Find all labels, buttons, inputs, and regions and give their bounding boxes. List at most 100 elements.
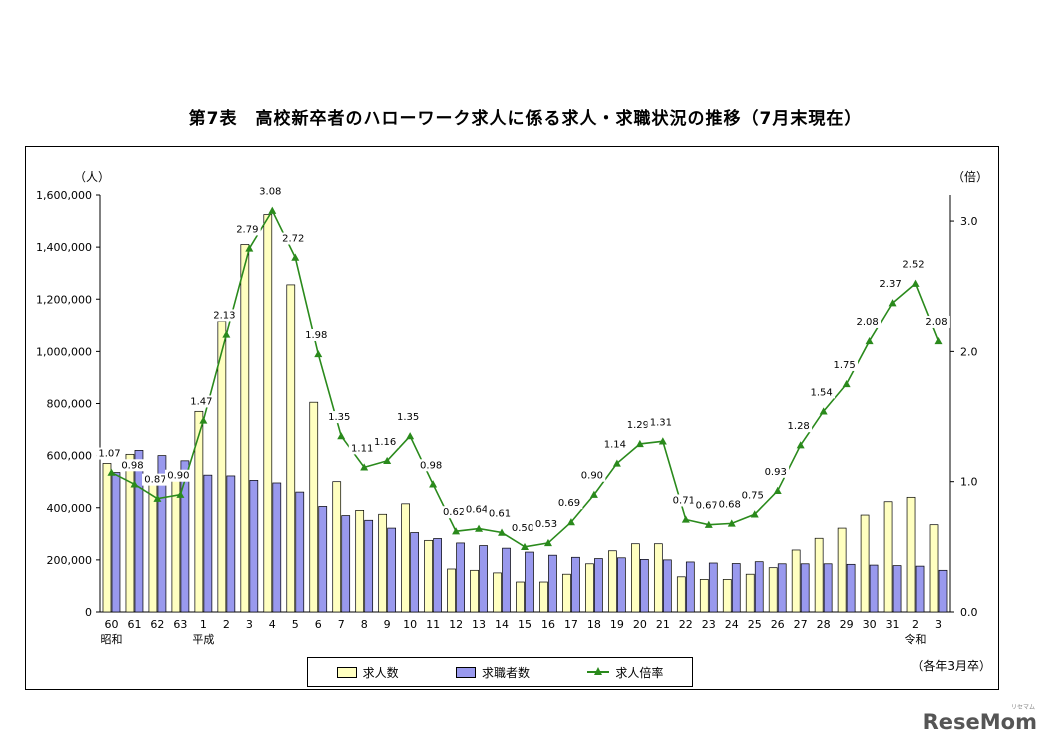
ratio-label-bg — [601, 438, 629, 451]
ratio-data-label: 2.08 — [925, 317, 947, 328]
ratio-label-bg — [716, 498, 744, 511]
x-tick-label: 2 — [223, 618, 230, 631]
x-tick-label: 24 — [725, 618, 739, 631]
ratio-data-label: 0.67 — [696, 501, 718, 512]
x-tick-label: 29 — [840, 618, 854, 631]
ratio-marker — [934, 336, 943, 345]
ratio-data-label: 2.37 — [879, 279, 901, 290]
bar-seekers — [823, 563, 833, 613]
ratio-marker — [911, 279, 920, 287]
x-tick-label: 7 — [338, 618, 345, 631]
ratio-data-label: 0.50 — [512, 523, 534, 534]
bar-offers — [217, 321, 227, 613]
left-tick-label: 1,000,000 — [36, 345, 92, 358]
ratio-marker — [635, 439, 644, 448]
bar-offers — [516, 581, 525, 613]
bar-seekers — [731, 563, 741, 613]
ratio-marker — [452, 527, 461, 535]
bar-seekers — [777, 563, 787, 613]
ratio-marker — [681, 515, 690, 523]
bar-offers — [102, 463, 112, 613]
bar-offers — [791, 549, 801, 613]
x-tick-label: 62 — [150, 618, 164, 631]
bar-offers — [768, 567, 778, 613]
ratio-data-label: 0.53 — [535, 519, 557, 530]
bar-seekers — [617, 557, 626, 613]
right-tick-label: 3.0 — [960, 215, 978, 228]
bar-seekers — [754, 561, 764, 613]
ratio-data-label: 1.29 — [627, 420, 649, 431]
bar-seekers — [525, 551, 534, 613]
x-tick-label: 23 — [702, 618, 716, 631]
ratio-label-bg — [486, 507, 514, 520]
bar-seekers — [915, 565, 925, 613]
x-tick-label: 60 — [104, 618, 118, 631]
bar-offers — [447, 568, 456, 613]
x-tick-label: 4 — [269, 618, 276, 631]
bar-offers — [125, 453, 135, 613]
x-tick-label: 27 — [794, 618, 808, 631]
ratio-marker — [291, 253, 300, 261]
ratio-marker — [750, 510, 759, 518]
bar-offers — [929, 524, 939, 613]
ratio-data-label: 1.75 — [833, 360, 855, 371]
ratio-marker — [337, 432, 346, 440]
ratio-data-label: 0.75 — [742, 490, 764, 501]
ratio-marker — [842, 379, 851, 388]
bar-offers — [837, 527, 847, 613]
ratio-label-bg — [923, 315, 950, 328]
x-tick-label: 13 — [472, 618, 486, 631]
chart-title: 第7表 高校新卒者のハローワーク求人に係る求人・求職状況の推移（7月末現在） — [188, 109, 863, 129]
ratio-data-label: 0.64 — [466, 505, 488, 516]
x-tick-label: 63 — [173, 618, 187, 631]
ratio-marker — [521, 542, 529, 551]
era-label: 昭和 — [100, 633, 122, 646]
ratio-data-label: 1.31 — [650, 417, 672, 428]
bar-seekers — [800, 563, 810, 613]
x-tick-label: 2 — [912, 618, 919, 631]
bar-offers — [745, 573, 755, 613]
legend-swatch-offers — [336, 666, 357, 678]
ratio-marker — [773, 486, 782, 495]
bar-offers — [539, 581, 548, 613]
x-tick-label: 16 — [541, 618, 555, 631]
ratio-label-bg — [463, 503, 491, 516]
x-tick-label: 10 — [403, 618, 417, 631]
x-tick-label: 11 — [426, 618, 440, 631]
bar-seekers — [410, 532, 419, 613]
ratio-data-label: 2.72 — [282, 234, 304, 245]
x-tick-label: 18 — [587, 618, 601, 631]
ratio-label-bg — [900, 258, 927, 271]
ratio-marker — [107, 468, 116, 476]
bar-seekers — [249, 480, 259, 613]
ratio-label-bg — [647, 416, 675, 429]
ratio-label-bg — [509, 521, 537, 534]
bar-seekers — [433, 538, 442, 613]
bar-seekers — [479, 545, 488, 613]
x-tick-label: 17 — [564, 618, 578, 631]
ratio-label-bg — [279, 232, 307, 245]
ratio-label-bg — [854, 315, 881, 328]
x-tick-label: 30 — [863, 618, 877, 631]
bar-offers — [378, 513, 388, 613]
ratio-marker — [268, 206, 277, 214]
ratio-label-bg — [624, 418, 652, 431]
ratio-data-label: 2.52 — [902, 260, 924, 271]
bar-seekers — [295, 491, 305, 613]
ratio-marker — [314, 349, 323, 358]
bar-seekers — [708, 562, 718, 613]
ratio-data-label: 1.35 — [397, 412, 419, 423]
logo-text: ReseMom — [922, 710, 1037, 734]
ratio-label-bg — [877, 278, 904, 291]
ratio-marker — [383, 456, 392, 465]
bar-offers — [906, 496, 916, 613]
ratio-data-label: 0.68 — [719, 499, 741, 510]
x-tick-label: 22 — [679, 618, 693, 631]
x-tick-label: 3 — [246, 618, 253, 631]
bar-offers — [562, 573, 571, 613]
ratio-marker — [796, 441, 805, 449]
ratio-data-label: 0.61 — [489, 509, 511, 520]
ratio-data-label: 0.69 — [558, 498, 580, 509]
ratio-marker — [475, 524, 484, 532]
ratio-marker — [704, 520, 713, 528]
